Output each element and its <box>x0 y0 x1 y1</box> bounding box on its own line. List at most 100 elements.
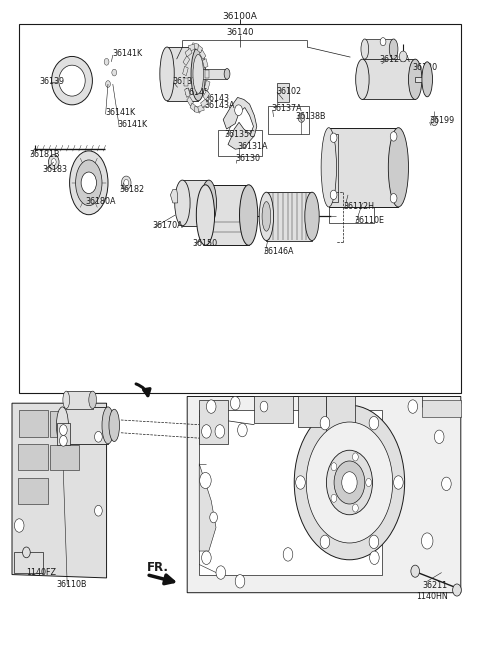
Circle shape <box>210 512 217 523</box>
Circle shape <box>334 461 365 504</box>
Text: 36143A: 36143A <box>204 101 235 110</box>
Circle shape <box>48 155 59 169</box>
Ellipse shape <box>175 180 190 226</box>
Bar <box>190 103 197 112</box>
Circle shape <box>369 535 379 548</box>
Bar <box>329 195 374 223</box>
Text: 36139: 36139 <box>39 77 64 87</box>
Circle shape <box>434 430 444 444</box>
Circle shape <box>421 533 433 549</box>
Bar <box>198 105 204 112</box>
Circle shape <box>121 176 131 190</box>
Ellipse shape <box>408 59 422 99</box>
Circle shape <box>296 476 305 489</box>
Bar <box>266 192 312 241</box>
Text: 36141K: 36141K <box>113 49 143 58</box>
Bar <box>203 58 208 68</box>
Ellipse shape <box>109 409 120 442</box>
Text: 36102: 36102 <box>276 87 301 96</box>
Ellipse shape <box>361 39 369 59</box>
Bar <box>33 64 78 97</box>
Bar <box>183 56 190 66</box>
Bar <box>196 44 203 53</box>
Text: 36127A: 36127A <box>379 54 410 64</box>
Circle shape <box>330 133 337 142</box>
Text: FR.: FR. <box>146 561 168 575</box>
Circle shape <box>320 535 330 548</box>
Text: 36145: 36145 <box>185 87 210 97</box>
Bar <box>184 78 188 86</box>
Circle shape <box>331 462 337 470</box>
Text: 36181B: 36181B <box>30 150 60 159</box>
Bar <box>329 128 398 207</box>
Bar <box>199 410 382 575</box>
Circle shape <box>442 477 451 491</box>
Circle shape <box>235 575 245 588</box>
Bar <box>268 106 309 134</box>
FancyBboxPatch shape <box>100 53 113 71</box>
Bar <box>182 67 188 76</box>
Circle shape <box>320 417 330 430</box>
Text: 36150: 36150 <box>192 239 217 248</box>
Text: 36183: 36183 <box>42 165 67 174</box>
Ellipse shape <box>196 185 215 245</box>
Circle shape <box>206 400 216 413</box>
Ellipse shape <box>224 69 230 79</box>
Ellipse shape <box>75 160 102 206</box>
Circle shape <box>215 425 225 438</box>
Ellipse shape <box>305 192 319 241</box>
Bar <box>57 423 70 445</box>
Ellipse shape <box>389 39 398 59</box>
Circle shape <box>104 58 109 65</box>
Ellipse shape <box>160 47 174 101</box>
Bar <box>298 396 326 427</box>
Ellipse shape <box>57 407 69 444</box>
Text: 36143: 36143 <box>204 93 229 103</box>
Circle shape <box>95 431 102 442</box>
Bar <box>18 478 48 504</box>
Circle shape <box>51 159 56 165</box>
Text: 36182: 36182 <box>119 185 144 194</box>
Circle shape <box>202 551 211 564</box>
Circle shape <box>95 505 102 516</box>
Circle shape <box>230 396 240 410</box>
Bar <box>201 99 207 108</box>
Polygon shape <box>12 403 107 578</box>
Ellipse shape <box>59 65 85 96</box>
Text: 36138B: 36138B <box>295 112 326 122</box>
Circle shape <box>260 401 268 412</box>
Text: 1140FZ: 1140FZ <box>26 568 57 577</box>
Polygon shape <box>187 396 461 593</box>
Circle shape <box>326 450 372 515</box>
Circle shape <box>390 132 397 141</box>
FancyBboxPatch shape <box>108 64 120 81</box>
Bar <box>198 69 227 79</box>
Circle shape <box>411 565 420 577</box>
Bar <box>326 396 355 431</box>
Circle shape <box>380 38 386 46</box>
Circle shape <box>60 425 67 435</box>
Text: 36120: 36120 <box>413 62 438 72</box>
Ellipse shape <box>191 47 205 101</box>
Bar <box>62 407 108 444</box>
Bar <box>66 391 93 409</box>
Polygon shape <box>170 190 178 203</box>
Text: 36130: 36130 <box>235 154 260 163</box>
Bar <box>422 400 461 417</box>
Text: 36137B: 36137B <box>173 77 204 87</box>
Ellipse shape <box>102 407 114 444</box>
Circle shape <box>342 472 357 493</box>
Circle shape <box>216 566 226 579</box>
Ellipse shape <box>89 391 96 409</box>
Circle shape <box>431 116 438 126</box>
Ellipse shape <box>70 151 108 215</box>
Circle shape <box>390 194 397 203</box>
Text: 36141K: 36141K <box>106 108 136 118</box>
Circle shape <box>306 422 393 543</box>
Ellipse shape <box>356 59 369 99</box>
Bar <box>329 134 338 202</box>
Circle shape <box>23 547 30 558</box>
Ellipse shape <box>193 54 204 93</box>
Text: 36199: 36199 <box>430 116 455 126</box>
Bar <box>205 185 249 245</box>
